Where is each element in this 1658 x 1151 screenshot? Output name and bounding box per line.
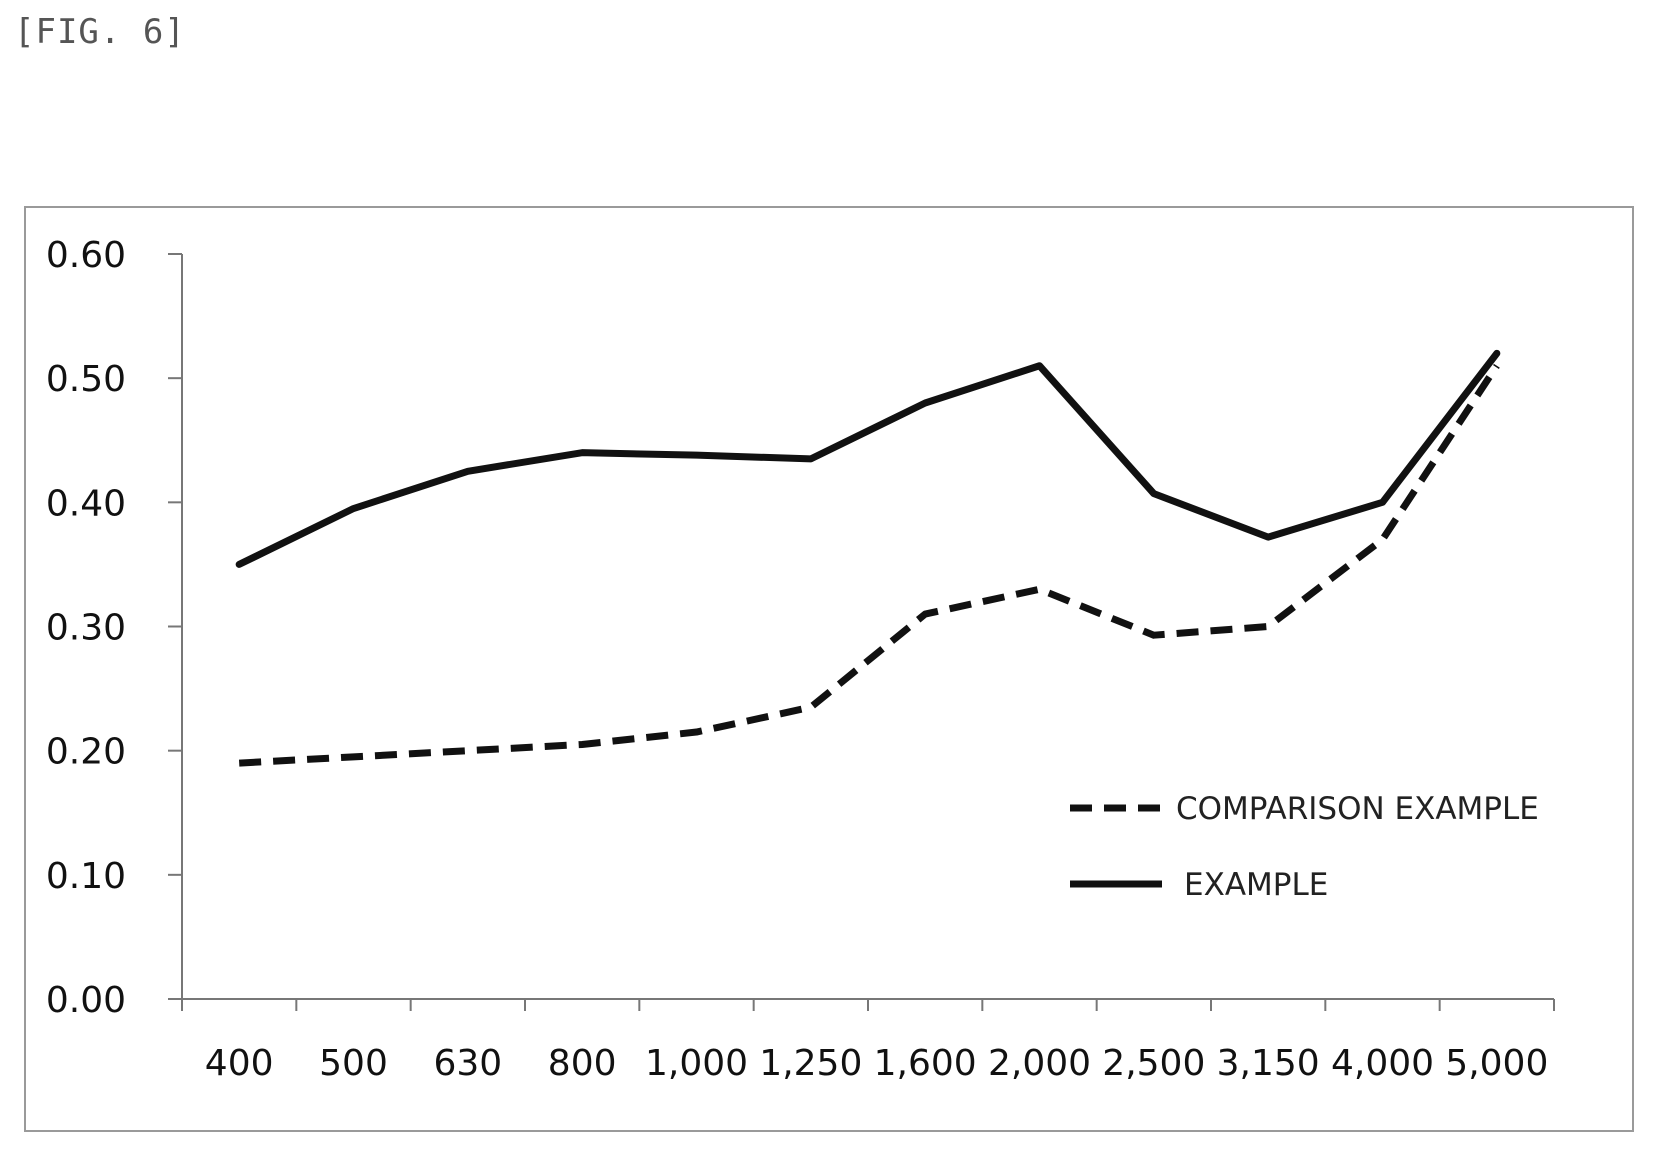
- legend-label: COMPARISON EXAMPLE: [1176, 791, 1539, 827]
- y-tick-label: 0.60: [46, 235, 126, 276]
- x-tick-label: 5,000: [1445, 1043, 1548, 1084]
- x-tick-label: 500: [319, 1043, 388, 1084]
- y-tick-label: 0.10: [46, 856, 126, 897]
- y-tick-label: 0.40: [46, 483, 126, 524]
- x-tick-label: 1,000: [645, 1043, 748, 1084]
- axes: [181, 254, 1554, 1000]
- y-tick-label: 0.30: [46, 608, 126, 649]
- y-axis-ticks: 0.00 0.10 0.20 0.30 0.40 0.50 0.60: [46, 235, 182, 1021]
- legend: COMPARISON EXAMPLE EXAMPLE: [1070, 791, 1539, 903]
- series-lines: [235, 349, 1501, 767]
- figure-label: [FIG. 6]: [14, 12, 186, 52]
- x-axis-ticks: 400 500 630 800 1,000 1,250 1,600 2,000 2,500 3,1…: [181, 999, 1555, 1084]
- series-line-example: [235, 349, 1501, 568]
- x-tick-label: 2,000: [988, 1043, 1091, 1084]
- series-line-comparison-example: [238, 363, 1500, 767]
- legend-label: EXAMPLE: [1184, 867, 1328, 903]
- y-tick-label: 0.50: [46, 359, 126, 400]
- x-tick-label: 2,500: [1102, 1043, 1205, 1084]
- x-tick-label: 400: [205, 1043, 274, 1084]
- x-tick-label: 4,000: [1331, 1043, 1434, 1084]
- y-tick-label: 0.20: [46, 732, 126, 773]
- x-tick-label: 1,250: [759, 1043, 862, 1084]
- x-tick-label: 800: [548, 1043, 617, 1084]
- y-tick-label: 0.00: [46, 980, 126, 1021]
- x-tick-label: 1,600: [874, 1043, 977, 1084]
- x-tick-label: 3,150: [1217, 1043, 1320, 1084]
- x-tick-label: 630: [433, 1043, 502, 1084]
- chart-frame: [24, 206, 1634, 1132]
